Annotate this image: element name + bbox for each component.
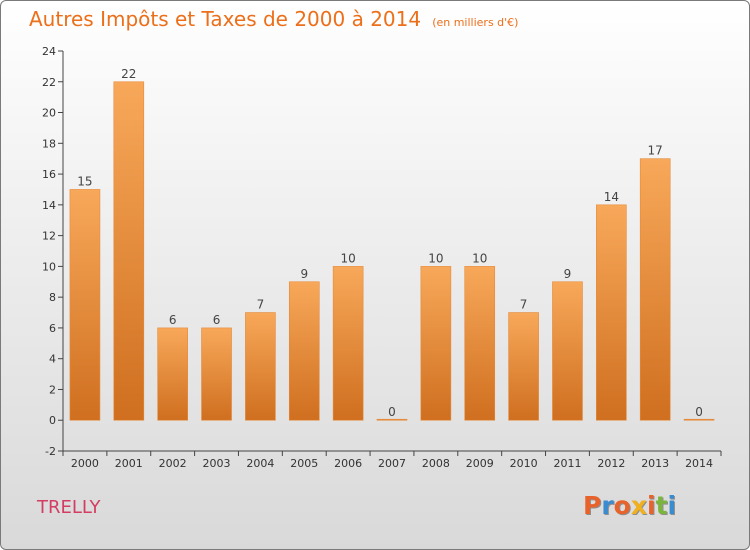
data-label: 0 <box>695 405 703 419</box>
logo-letter: r <box>601 491 614 520</box>
y-tick-label: 24 <box>42 45 56 58</box>
y-tick-label: -2 <box>45 445 56 458</box>
y-tick-label: 20 <box>42 107 56 120</box>
x-tick-label: 2001 <box>115 457 143 470</box>
bar <box>157 327 188 421</box>
y-tick-label: 0 <box>49 414 56 427</box>
y-tick-label: 6 <box>49 322 56 335</box>
bar <box>288 281 320 421</box>
bar <box>508 312 539 421</box>
x-tick-label: 2002 <box>159 457 187 470</box>
x-tick-label: 2004 <box>246 457 274 470</box>
logo-letter: i <box>647 491 656 520</box>
data-label: 9 <box>300 267 308 281</box>
logo-letter: o <box>613 491 631 520</box>
x-tick-label: 2000 <box>71 457 99 470</box>
x-tick-label: 2006 <box>334 457 362 470</box>
bar <box>201 327 232 421</box>
y-tick-label: 8 <box>49 291 56 304</box>
y-tick-label: 4 <box>49 353 56 366</box>
x-tick-label: 2003 <box>203 457 231 470</box>
bar <box>69 189 101 421</box>
bar <box>464 266 496 421</box>
logo-letter: x <box>630 491 647 520</box>
y-tick-label: 22 <box>42 76 56 89</box>
data-label: 22 <box>121 67 136 81</box>
y-tick-label: 10 <box>42 260 56 273</box>
x-tick-label: 2011 <box>553 457 581 470</box>
bar <box>332 266 364 421</box>
x-tick-label: 2013 <box>641 457 669 470</box>
data-label: 14 <box>604 190 619 204</box>
data-label: 10 <box>472 251 487 265</box>
data-label: 0 <box>388 405 396 419</box>
bar <box>552 281 583 421</box>
logo-letter: i <box>667 491 677 520</box>
y-tick-label: 16 <box>42 168 56 181</box>
bar <box>376 418 408 421</box>
bar <box>420 266 452 421</box>
y-tick-label: 12 <box>42 230 56 243</box>
x-tick-label: 2012 <box>597 457 625 470</box>
x-tick-label: 2010 <box>510 457 538 470</box>
bar <box>245 312 276 421</box>
data-label: 6 <box>169 313 177 327</box>
bar <box>596 204 627 421</box>
commune-name: TRELLY <box>37 497 101 518</box>
chart-title: Autres Impôts et Taxes de 2000 à 2014 <box>29 7 422 31</box>
data-label: 10 <box>428 251 443 265</box>
chart-title-block: Autres Impôts et Taxes de 2000 à 2014 (e… <box>29 7 518 31</box>
data-label: 10 <box>340 251 355 265</box>
x-tick-label: 2007 <box>378 457 406 470</box>
y-tick-label: 18 <box>42 137 56 150</box>
proxiti-logo: Proxiti <box>583 491 676 520</box>
bar <box>683 418 715 421</box>
data-label: 7 <box>257 298 265 312</box>
data-label: 6 <box>213 313 221 327</box>
logo-letter: t <box>655 491 668 520</box>
bar <box>639 158 671 421</box>
y-tick-label: 2 <box>49 383 56 396</box>
x-tick-label: 2008 <box>422 457 450 470</box>
data-label: 17 <box>648 144 663 158</box>
x-tick-label: 2009 <box>466 457 494 470</box>
x-tick-label: 2005 <box>290 457 318 470</box>
logo-letter: P <box>583 491 602 520</box>
data-label: 7 <box>520 298 528 312</box>
bar <box>113 81 145 421</box>
chart-unit-label: (en milliers d'€) <box>432 16 519 29</box>
data-label: 9 <box>564 267 572 281</box>
y-tick-label: 14 <box>42 199 56 212</box>
x-tick-label: 2014 <box>685 457 713 470</box>
data-label: 15 <box>77 174 92 188</box>
